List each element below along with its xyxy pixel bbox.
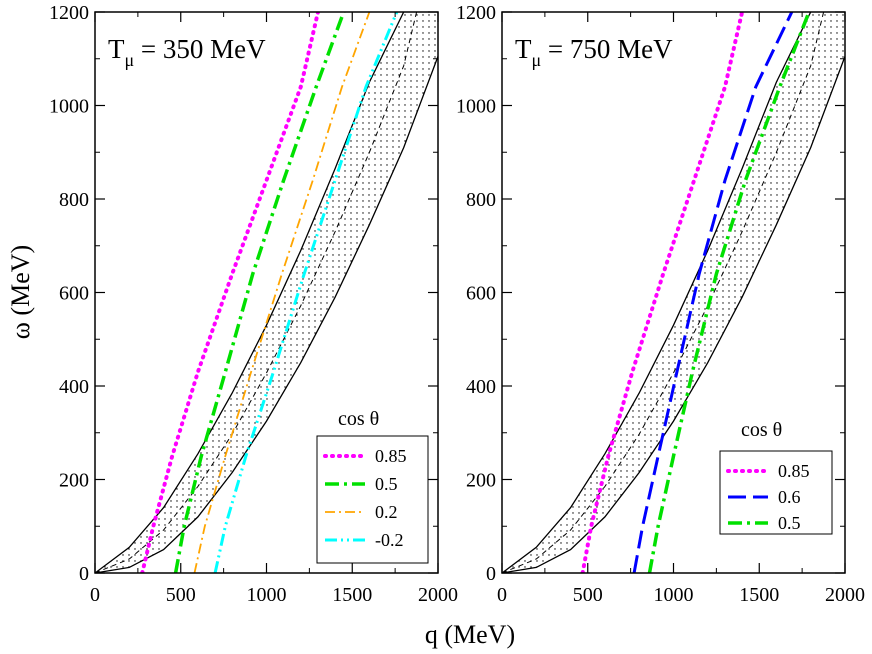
right-series-line-2	[647, 12, 811, 573]
left-series-line-1	[173, 12, 346, 573]
right-band-lower-curve	[502, 56, 845, 573]
left-band-fill	[95, 12, 438, 573]
right-y-tick-label: 600	[466, 283, 496, 305]
left-legend-box	[316, 435, 429, 564]
right-legend-title: cos θ	[741, 419, 782, 441]
left-y-tick-label: 0	[79, 563, 89, 585]
left-x-tick-label: 1500	[332, 584, 372, 606]
right-y-tick-label: 800	[466, 189, 496, 211]
left-y-tick-label: 200	[59, 470, 89, 492]
right-x-tick-label: 2000	[825, 584, 865, 606]
left-axis-ticks: 0 500 1000 1500 2000 0 200 400 600 800 1000 1200	[49, 2, 458, 606]
right-y-tick-label: 0	[486, 563, 496, 585]
right-title: Tμ = 750 MeV	[515, 34, 673, 70]
left-y-tick-label: 1200	[49, 2, 89, 24]
right-axis-ticks: 0 500 1000 1500 2000 0 200 400 600 800 1000 1200	[456, 2, 865, 606]
right-x-tick-label: 1500	[739, 584, 779, 606]
right-y-tick-label: 1200	[456, 2, 496, 24]
left-x-tick-label: 500	[166, 584, 196, 606]
right-legend-label: 0.85	[778, 461, 810, 481]
left-series-line-0	[140, 12, 320, 573]
left-legend-label: -0.2	[375, 530, 404, 550]
right-plot-area	[502, 12, 845, 573]
x-axis-label: q (MeV)	[425, 620, 515, 649]
left-band-upper-curve	[95, 12, 405, 573]
right-x-tick-label: 1000	[654, 584, 694, 606]
right-series-line-0	[580, 12, 745, 573]
left-legend: cos θ 0.85 0.5 0.2 -0.2	[316, 408, 429, 564]
right-y-tick-label: 1000	[456, 96, 496, 118]
left-y-tick-label: 800	[59, 189, 89, 211]
right-band-upper-curve	[502, 12, 812, 573]
left-series-line-3	[213, 12, 399, 573]
left-band-lower-curve	[95, 56, 438, 573]
right-legend: cos θ 0.85 0.6 0.5	[719, 419, 833, 535]
right-series-line-1	[632, 12, 794, 573]
left-title: Tμ = 350 MeV	[108, 34, 266, 70]
y-axis-label: ω (MeV)	[6, 245, 35, 339]
left-x-tick-label: 0	[90, 584, 100, 606]
right-legend-label: 0.5	[778, 513, 801, 533]
left-band-center-curve	[95, 12, 418, 573]
left-legend-label: 0.85	[375, 446, 407, 466]
left-legend-label: 0.5	[375, 474, 398, 494]
left-panel: 0 500 1000 1500 2000 0 200 400 600 800 1000 1200 Tμ…	[49, 2, 458, 606]
left-y-tick-label: 1000	[49, 96, 89, 118]
right-y-tick-label: 200	[466, 470, 496, 492]
left-x-tick-label: 1000	[247, 584, 287, 606]
left-y-tick-label: 400	[59, 376, 89, 398]
right-legend-label: 0.6	[778, 487, 801, 507]
right-panel: 0 500 1000 1500 2000 0 200 400 600 800 1000 1200 Tμ…	[456, 2, 865, 606]
right-x-tick-label: 500	[573, 584, 603, 606]
left-y-tick-label: 600	[59, 283, 89, 305]
left-plot-area	[95, 12, 438, 573]
right-x-tick-label: 0	[497, 584, 507, 606]
right-band-fill	[502, 12, 845, 573]
left-series-line-2	[193, 12, 371, 573]
left-legend-title: cos θ	[338, 408, 379, 430]
left-x-tick-label: 2000	[418, 584, 458, 606]
right-y-tick-label: 400	[466, 376, 496, 398]
right-legend-box	[719, 450, 833, 535]
left-legend-label: 0.2	[375, 502, 398, 522]
right-band-center-curve	[502, 12, 825, 573]
